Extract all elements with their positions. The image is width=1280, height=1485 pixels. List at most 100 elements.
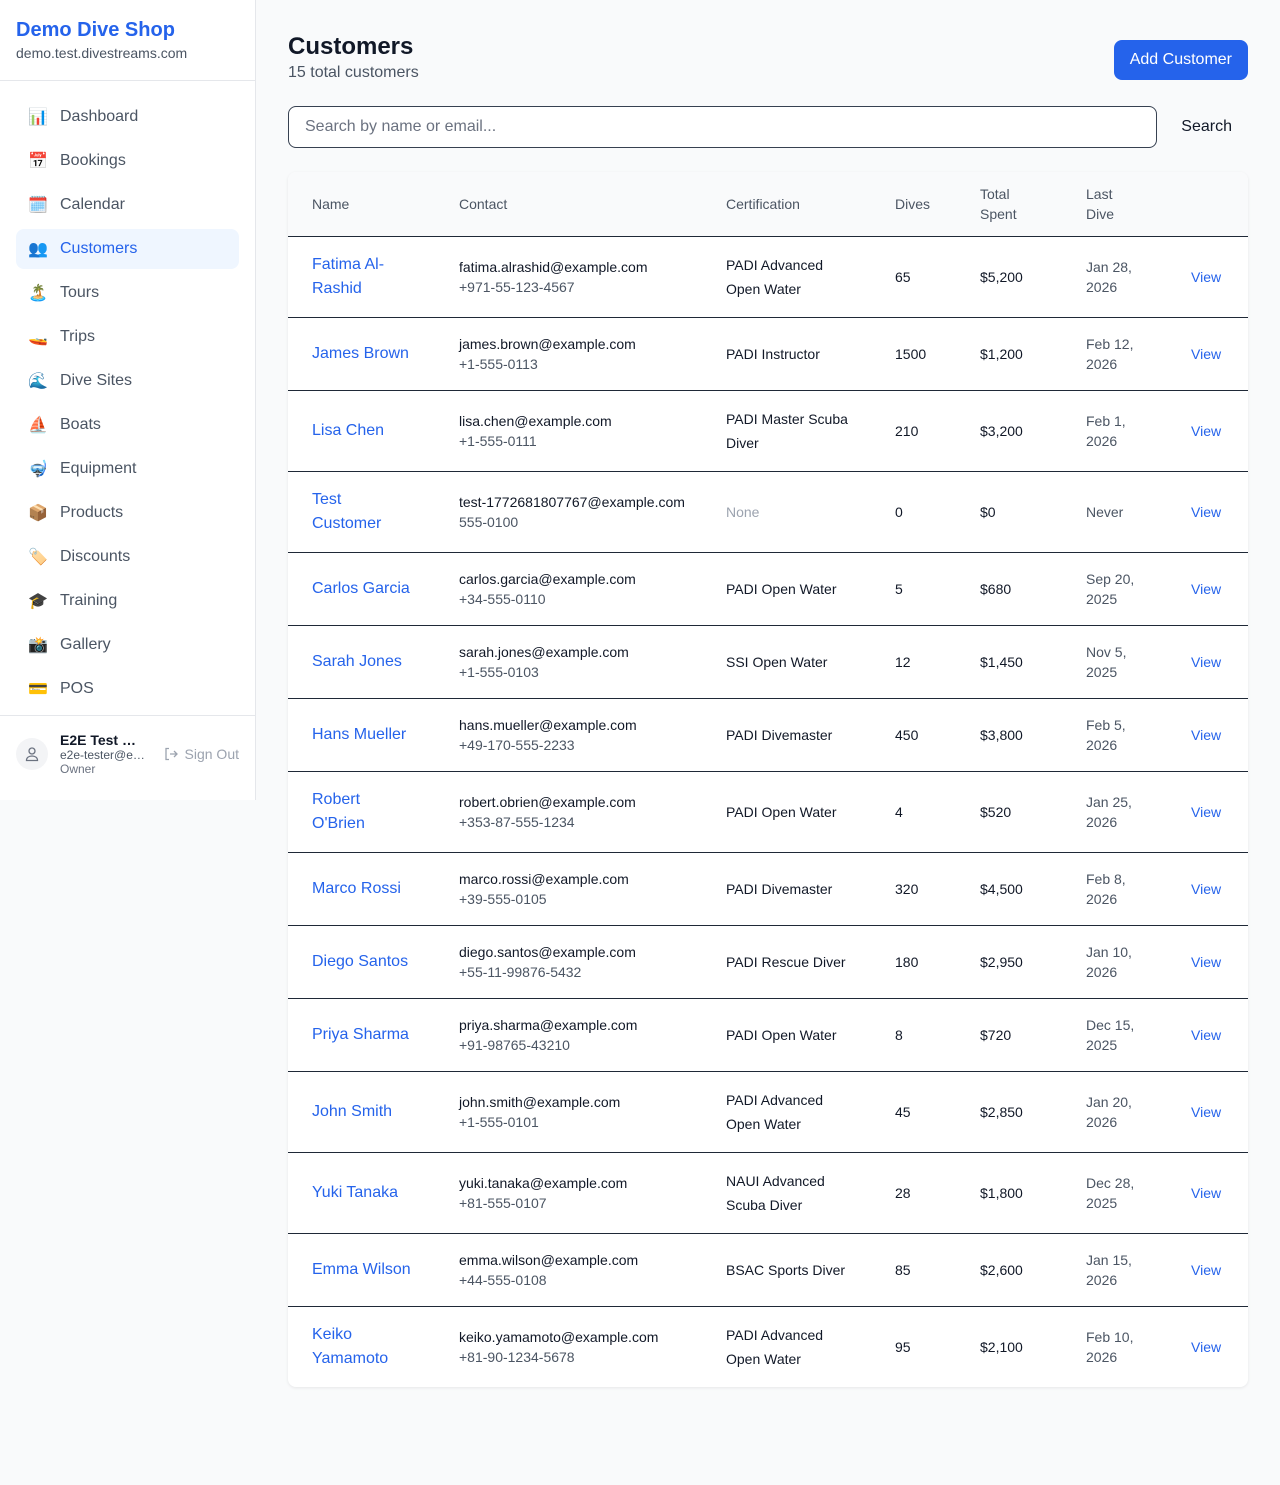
search-button[interactable]: Search bbox=[1157, 118, 1248, 136]
customer-name-link[interactable]: Yuki Tanaka bbox=[288, 1152, 435, 1234]
contact-cell: lisa.chen@example.com +1-555-0111 bbox=[435, 390, 702, 472]
user-email: e2e-tester@example.com bbox=[60, 748, 146, 762]
customer-email: test-1772681807767@example.com bbox=[459, 493, 685, 510]
shop-name[interactable]: Demo Dive Shop bbox=[16, 19, 175, 41]
last-dive: Feb 10, 2026 bbox=[1086, 1328, 1134, 1365]
contact-cell: john.smith@example.com +1-555-0101 bbox=[435, 1071, 702, 1153]
customer-name-link[interactable]: Lisa Chen bbox=[288, 390, 435, 472]
view-customer-link[interactable]: View bbox=[1191, 268, 1222, 285]
sidebar-item-bookings[interactable]: 📅 Bookings bbox=[16, 141, 239, 181]
sign-out-label: Sign Out bbox=[184, 746, 239, 762]
dives-count: 65 bbox=[871, 236, 956, 318]
sidebar-item-training[interactable]: 🎓 Training bbox=[16, 581, 239, 621]
view-customer-link[interactable]: View bbox=[1191, 726, 1222, 743]
dives-count: 0 bbox=[871, 471, 956, 553]
customer-phone: +353-87-555-1234 bbox=[459, 813, 575, 830]
customer-name-link[interactable]: James Brown bbox=[288, 317, 435, 391]
view-customer-link[interactable]: View bbox=[1191, 345, 1222, 362]
column-header-name: Name bbox=[288, 172, 435, 237]
sidebar-item-products[interactable]: 📦 Products bbox=[16, 493, 239, 533]
view-cell: View bbox=[1167, 1306, 1248, 1387]
dives-count: 85 bbox=[871, 1233, 956, 1307]
customer-name-link[interactable]: Priya Sharma bbox=[288, 998, 435, 1072]
customer-email: hans.mueller@example.com bbox=[459, 716, 637, 733]
sidebar-item-dive-sites[interactable]: 🌊 Dive Sites bbox=[16, 361, 239, 401]
customer-name-link[interactable]: Hans Mueller bbox=[288, 698, 435, 772]
add-customer-button[interactable]: Add Customer bbox=[1113, 40, 1248, 80]
dives-count: 1500 bbox=[871, 317, 956, 391]
sidebar-item-gallery[interactable]: 📸 Gallery bbox=[16, 625, 239, 665]
sidebar-item-label: Equipment bbox=[60, 460, 137, 477]
contact-cell: diego.santos@example.com +55-11-99876-543… bbox=[435, 925, 702, 999]
sidebar-item-trips[interactable]: 🚤 Trips bbox=[16, 317, 239, 357]
customer-name-link[interactable]: Robert O'Brien bbox=[288, 771, 435, 853]
certification: PADI Open Water bbox=[702, 552, 871, 626]
view-cell: View bbox=[1167, 1071, 1248, 1153]
customer-name-link[interactable]: Diego Santos bbox=[288, 925, 435, 999]
customer-name-link[interactable]: Emma Wilson bbox=[288, 1233, 435, 1307]
contact-cell: robert.obrien@example.com +353-87-555-123… bbox=[435, 771, 702, 853]
view-customer-link[interactable]: View bbox=[1191, 580, 1222, 597]
sidebar-item-discounts[interactable]: 🏷️ Discounts bbox=[16, 537, 239, 577]
view-cell: View bbox=[1167, 998, 1248, 1072]
customer-name-link[interactable]: John Smith bbox=[288, 1071, 435, 1153]
tours-icon: 🏝️ bbox=[28, 285, 48, 302]
table-row: Yuki Tanaka yuki.tanaka@example.com +81-5… bbox=[288, 1152, 1248, 1234]
view-customer-link[interactable]: View bbox=[1191, 1261, 1222, 1278]
total-spent: $2,950 bbox=[956, 925, 1062, 999]
customer-name-link[interactable]: Marco Rossi bbox=[288, 852, 435, 926]
certification: SSI Open Water bbox=[702, 625, 871, 699]
sign-out-button[interactable]: Sign Out bbox=[163, 746, 239, 762]
contact-cell: fatima.alrashid@example.com +971-55-123-4… bbox=[435, 236, 702, 318]
view-cell: View bbox=[1167, 390, 1248, 472]
view-cell: View bbox=[1167, 317, 1248, 391]
table-row: Priya Sharma priya.sharma@example.com +91… bbox=[288, 998, 1248, 1072]
last-dive: Dec 28, 2025 bbox=[1062, 1152, 1167, 1234]
dives-count: 8 bbox=[871, 998, 956, 1072]
sidebar-nav: 📊 Dashboard 📅 Bookings 🗓️ Calendar 👥 Customers 🏝… bbox=[0, 81, 255, 729]
customer-name-link[interactable]: Fatima Al-Rashid bbox=[288, 236, 435, 318]
main-content: Customers 15 total customers Add Custome… bbox=[288, 32, 1248, 1387]
sidebar-item-calendar[interactable]: 🗓️ Calendar bbox=[16, 185, 239, 225]
view-customer-link[interactable]: View bbox=[1191, 880, 1222, 897]
sidebar-item-customers[interactable]: 👥 Customers bbox=[16, 229, 239, 269]
view-customer-link[interactable]: View bbox=[1191, 953, 1222, 970]
view-customer-link[interactable]: View bbox=[1191, 803, 1222, 820]
customer-phone: +1-555-0113 bbox=[459, 355, 538, 372]
search-input[interactable] bbox=[288, 106, 1158, 148]
last-dive: Sep 20, 2025 bbox=[1062, 552, 1167, 626]
view-customer-link[interactable]: View bbox=[1191, 503, 1222, 520]
sidebar-item-tours[interactable]: 🏝️ Tours bbox=[16, 273, 239, 313]
discounts-icon: 🏷️ bbox=[28, 549, 48, 566]
last-dive: Nov 5, 2025 bbox=[1062, 625, 1167, 699]
total-spent: $1,200 bbox=[956, 317, 1062, 391]
view-customer-link[interactable]: View bbox=[1191, 422, 1222, 439]
view-customer-link[interactable]: View bbox=[1191, 1184, 1222, 1201]
table-row: Marco Rossi marco.rossi@example.com +39-5… bbox=[288, 852, 1248, 926]
certification: PADI Divemaster bbox=[702, 698, 871, 772]
customer-name-link[interactable]: Sarah Jones bbox=[288, 625, 435, 699]
table-row: Emma Wilson emma.wilson@example.com +44-5… bbox=[288, 1233, 1248, 1307]
sidebar-item-dashboard[interactable]: 📊 Dashboard bbox=[16, 97, 239, 137]
view-customer-link[interactable]: View bbox=[1191, 653, 1222, 670]
column-header-total-spent: Total Spent bbox=[956, 172, 1062, 237]
sidebar-item-boats[interactable]: ⛵ Boats bbox=[16, 405, 239, 445]
customer-name-link[interactable]: Keiko Yamamoto bbox=[312, 1325, 389, 1367]
customer-phone: +44-555-0108 bbox=[459, 1271, 547, 1288]
last-dive: Jan 10, 2026 bbox=[1062, 925, 1167, 999]
sidebar-item-label: Bookings bbox=[60, 152, 126, 169]
view-customer-link[interactable]: View bbox=[1191, 1026, 1222, 1043]
view-cell: View bbox=[1167, 852, 1248, 926]
view-customer-link[interactable]: View bbox=[1191, 1338, 1222, 1355]
customer-email: diego.santos@example.com bbox=[459, 943, 636, 960]
certification: BSAC Sports Diver bbox=[702, 1233, 871, 1307]
customer-name-link[interactable]: Carlos Garcia bbox=[288, 552, 435, 626]
view-customer-link[interactable]: View bbox=[1191, 1103, 1222, 1120]
customer-email: emma.wilson@example.com bbox=[459, 1251, 639, 1268]
customer-name-link[interactable]: Test Customer bbox=[288, 471, 435, 553]
sidebar-item-equipment[interactable]: 🤿 Equipment bbox=[16, 449, 239, 489]
customer-phone: +81-555-0107 bbox=[459, 1194, 547, 1211]
column-header-last-dive: Last Dive bbox=[1062, 172, 1167, 237]
column-header-certification: Certification bbox=[702, 172, 871, 237]
sidebar-item-pos[interactable]: 💳 POS bbox=[16, 669, 239, 709]
